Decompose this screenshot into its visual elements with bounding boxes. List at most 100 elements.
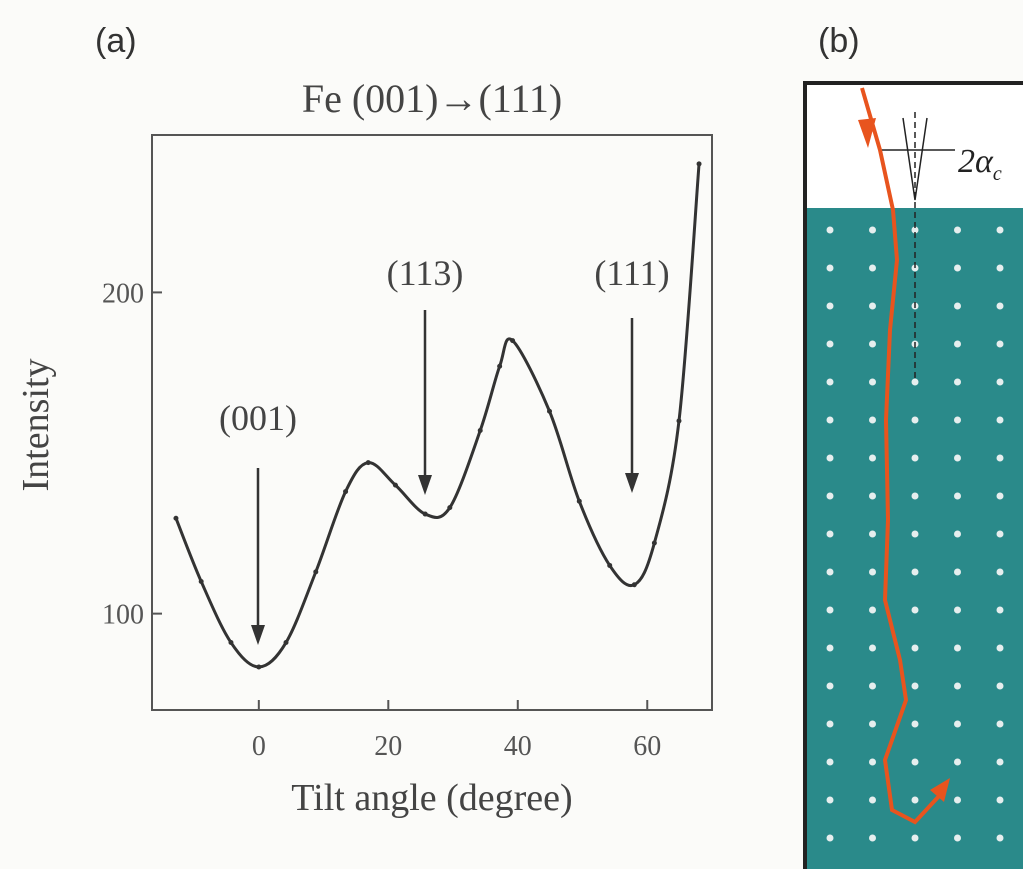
lattice-atom [869, 720, 876, 728]
lattice-atom [869, 416, 876, 424]
lattice-atom [996, 720, 1004, 728]
lattice-atom [996, 264, 1004, 272]
lattice-atom [911, 416, 919, 424]
annotation: (113) [387, 253, 464, 293]
lattice-atom [826, 606, 834, 614]
data-point [696, 161, 702, 167]
lattice-atom [826, 378, 834, 386]
data-point [256, 664, 262, 670]
x-tick-label: 0 [252, 731, 266, 762]
lattice-atom [996, 378, 1004, 386]
angle-text: 2α [958, 143, 994, 180]
data-point [447, 505, 453, 511]
data-point [173, 515, 179, 521]
annotation-arrowhead [418, 475, 432, 495]
lattice-atom [911, 644, 919, 652]
angle-cone [902, 117, 928, 201]
lattice-atom [954, 720, 961, 728]
lattice-atom [954, 492, 961, 500]
data-point [392, 482, 398, 488]
lattice-atom [996, 454, 1004, 462]
data-point [477, 428, 483, 434]
lattice-atom [826, 682, 834, 690]
lattice-atom [911, 796, 919, 804]
lattice-atom [869, 606, 876, 614]
data-point [510, 338, 516, 344]
lattice-atom [996, 530, 1004, 538]
lattice-atom [869, 644, 876, 652]
lattice-atom [996, 644, 1004, 652]
lattice-atom [826, 568, 834, 576]
y-axis-label: Intensity [15, 359, 57, 492]
lattice-atom [954, 682, 961, 690]
lattice-atom [869, 340, 876, 348]
lattice-atom [911, 606, 919, 614]
lattice-atom [869, 264, 876, 272]
x-tick-label: 60 [633, 731, 661, 762]
lattice-atom [826, 416, 834, 424]
lattice-atom [869, 682, 876, 690]
lattice-atom [911, 492, 919, 500]
lattice-atom [911, 530, 919, 538]
lattice-atom [954, 416, 961, 424]
lattice-atom [869, 302, 876, 310]
x-tick-label: 40 [504, 731, 532, 762]
lattice-atom [996, 416, 1004, 424]
lattice-atom [911, 682, 919, 690]
data-point [676, 418, 682, 424]
lattice-atom [954, 378, 961, 386]
y-tick-label: 200 [102, 278, 144, 309]
annotation-arrowhead [251, 625, 265, 645]
lattice-atom [954, 568, 961, 576]
data-point [198, 579, 204, 585]
lattice-atom [954, 264, 961, 272]
data-point [547, 408, 553, 414]
lattice-atom [911, 226, 919, 234]
lattice-atom [996, 758, 1004, 766]
data-point [422, 511, 428, 517]
data-point [313, 569, 319, 575]
data-point [228, 640, 234, 646]
lattice-atom [996, 682, 1004, 690]
lattice-atom [954, 340, 961, 348]
lattice-atom [826, 530, 834, 538]
data-line [174, 163, 701, 669]
plot-frame [151, 134, 713, 711]
data-point [631, 582, 637, 588]
arrow-head [930, 778, 950, 802]
ion-trajectory [860, 87, 942, 825]
lattice-atom [869, 758, 876, 766]
lattice-atom [954, 758, 961, 766]
angle-subscript: c [993, 163, 1002, 185]
lattice-atom [954, 530, 961, 538]
annotation: (001) [219, 398, 297, 438]
lattice-atom [869, 226, 876, 234]
lattice-atom [911, 834, 919, 842]
lattice-atom [826, 302, 834, 310]
lattice-atom [826, 226, 834, 234]
data-point [651, 540, 657, 546]
lattice-atom [996, 340, 1004, 348]
lattice-atom [996, 796, 1004, 804]
data-point [343, 489, 349, 495]
crystal-frame [803, 81, 1023, 869]
lattice-atom [954, 834, 961, 842]
lattice-atom [996, 492, 1004, 500]
lattice-atom [869, 568, 876, 576]
lattice-atom [869, 492, 876, 500]
lattice-atom [869, 796, 876, 804]
lattice-atom [954, 454, 961, 462]
lattice-atom [996, 834, 1004, 842]
lattice-atom [826, 454, 834, 462]
arrow-head [858, 118, 876, 148]
angle-label: 2αc [958, 143, 1002, 185]
lattice-atom [996, 606, 1004, 614]
lattice-atom [826, 758, 834, 766]
lattice-atom [954, 796, 961, 804]
lattice-atom [826, 340, 834, 348]
lattice-atom [869, 378, 876, 386]
lattice-atom [996, 568, 1004, 576]
lattice-atom [954, 644, 961, 652]
lattice-atom [911, 720, 919, 728]
x-axis-label: Tilt angle (degree) [291, 777, 572, 819]
